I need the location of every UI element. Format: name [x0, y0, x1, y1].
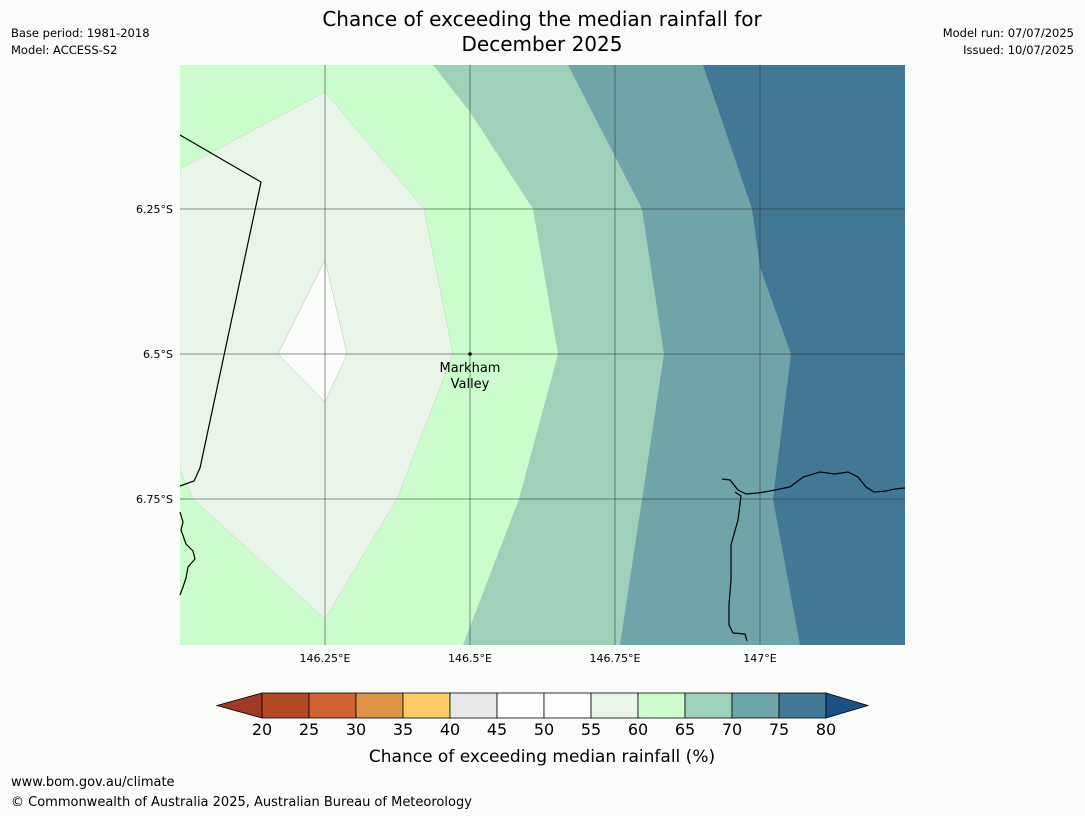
colorbar-segment: [731, 692, 780, 719]
colorbar-tick-label: 35: [393, 720, 413, 739]
colorbar-extend-low: [215, 692, 263, 719]
colorbar-tick-label: 65: [675, 720, 695, 739]
longitude-tick-label: 147°E: [743, 652, 776, 665]
longitude-tick-label: 146.25°E: [300, 652, 351, 665]
model-text: Model: ACCESS-S2: [11, 43, 118, 57]
latitude-labels: 6.25°S 6.5°S 6.75°S: [136, 203, 173, 506]
colorbar-tick-label: 45: [487, 720, 507, 739]
colorbar-tick-label: 25: [299, 720, 319, 739]
colorbar: 20 25 30 35 40 45 50 55 60 65 70 75 80: [215, 692, 870, 739]
latitude-tick-label: 6.25°S: [136, 203, 173, 216]
contour-fills: [180, 65, 905, 645]
colorbar-tick-label: 50: [534, 720, 554, 739]
longitude-labels: 146.25°E 146.5°E 146.75°E 147°E: [300, 652, 777, 665]
colorbar-tick-label: 60: [628, 720, 648, 739]
footer-url[interactable]: www.bom.gov.au/climate: [11, 775, 175, 790]
colorbar-segment: [261, 692, 310, 719]
colorbar-tick-label: 80: [816, 720, 836, 739]
colorbar-segment: [496, 692, 545, 719]
colorbar-segment: [590, 692, 639, 719]
colorbar-tick-label: 30: [346, 720, 366, 739]
meta-right: Model run: 07/07/2025 Issued: 10/07/2025: [943, 25, 1074, 59]
place-marker: Markham Valley: [440, 352, 501, 392]
longitude-tick-label: 146.5°E: [448, 652, 492, 665]
base-period-text: Base period: 1981-2018: [11, 26, 150, 40]
colorbar-segment: [402, 692, 451, 719]
issued-text: Issued: 10/07/2025: [963, 43, 1074, 57]
boundaries: [179, 134, 906, 642]
chart-title: Chance of exceeding the median rainfall …: [242, 7, 842, 57]
place-name-line-2: Valley: [451, 377, 490, 392]
place-name-line-1: Markham: [440, 361, 501, 376]
latitude-tick-label: 6.5°S: [143, 348, 173, 361]
colorbar-tick-label: 20: [252, 720, 272, 739]
model-run-text: Model run: 07/07/2025: [942, 26, 1074, 40]
province-boundary: [179, 134, 262, 487]
latitude-tick-label: 6.75°S: [136, 493, 173, 506]
colorbar-extend-high: [825, 692, 870, 719]
place-dot: [468, 352, 472, 356]
colorbar-tick-label: 75: [769, 720, 789, 739]
colorbar-segment: [543, 692, 592, 719]
coastline-south: [728, 491, 748, 642]
colorbar-segment: [308, 692, 357, 719]
colorbar-segment: [355, 692, 404, 719]
colorbar-segment: [449, 692, 498, 719]
title-line-2: December 2025: [461, 32, 623, 56]
colorbar-segment: [637, 692, 686, 719]
colorbar-segment: [778, 692, 827, 719]
colorbar-label: Chance of exceeding median rainfall (%): [369, 747, 715, 767]
colorbar-tick-label: 55: [581, 720, 601, 739]
footer-copyright: © Commonwealth of Australia 2025, Austra…: [11, 795, 472, 810]
river-line-west: [179, 511, 196, 596]
colorbar-tick-label: 70: [722, 720, 742, 739]
title-line-1: Chance of exceeding the median rainfall …: [322, 7, 762, 31]
meta-left: Base period: 1981-2018 Model: ACCESS-S2: [11, 25, 150, 59]
colorbar-segment: [684, 692, 733, 719]
colorbar-tick-label: 40: [440, 720, 460, 739]
longitude-tick-label: 146.75°E: [590, 652, 641, 665]
coastline: [721, 471, 906, 495]
